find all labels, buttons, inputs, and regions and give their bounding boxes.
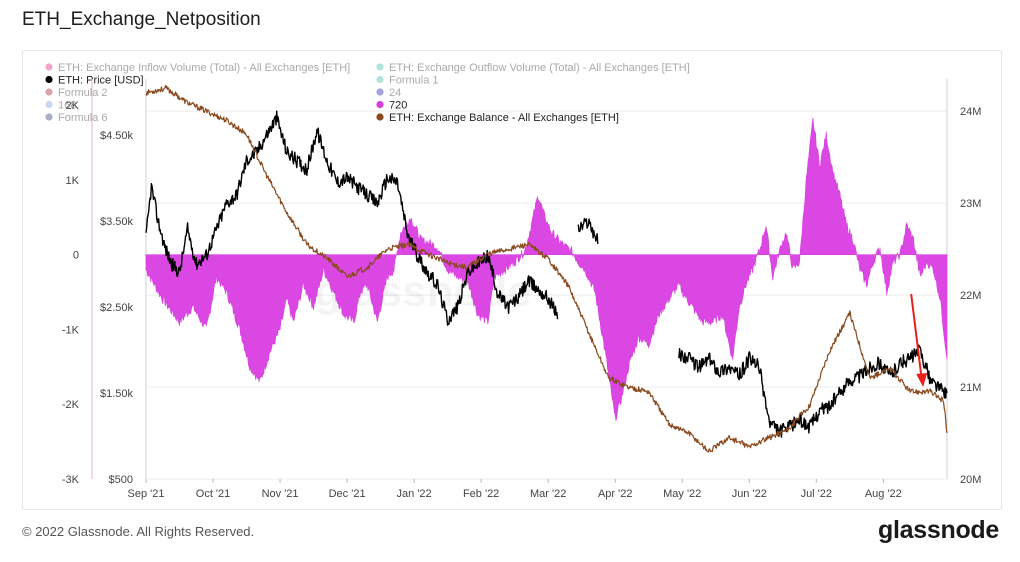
brand-logo: glassnode: [878, 516, 999, 544]
series-area-720: [145, 117, 948, 421]
price-axis-tick-label: $3.50k: [100, 216, 134, 228]
left-axis-tick-label: -1K: [62, 324, 80, 336]
chart-svg: ETH: Exchange Inflow Volume (Total) - Al…: [45, 62, 982, 500]
left-axis-tick-label: 0: [73, 250, 79, 262]
x-axis-tick-label: Aug '22: [865, 488, 902, 500]
annotation-arrow-head: [916, 373, 928, 388]
legend-label: ETH: Exchange Inflow Volume (Total) - Al…: [58, 62, 350, 74]
right-axis-tick-label: 21M: [960, 382, 981, 394]
page-title: ETH_Exchange_Netposition: [22, 9, 261, 30]
x-axis-tick-label: May '22: [663, 488, 701, 500]
x-axis-tick-label: Apr '22: [598, 488, 633, 500]
x-axis-tick-label: Oct '21: [196, 488, 231, 500]
axes: 2K 1K 0 -1K -2K -3K $4.50k $3.50k $2.50k $1.50k $5…: [62, 100, 982, 500]
x-axis-tick-label: Jan '22: [397, 488, 432, 500]
x-axis-tick-label: Nov '21: [262, 488, 299, 500]
right-axis-tick-label: 20M: [960, 474, 981, 486]
legend-label: Formula 1: [389, 75, 439, 87]
legend-label: ETH: Price [USD]: [58, 75, 144, 87]
annotation: [910, 293, 928, 388]
price-axis-tick-label: $1.50k: [100, 388, 134, 400]
series: [145, 85, 948, 453]
legend-marker: [376, 113, 384, 121]
legend-label: 168: [58, 100, 76, 112]
chart-panel: ETH: Exchange Inflow Volume (Total) - Al…: [22, 50, 1002, 510]
legend-label: 24: [389, 87, 401, 99]
left-axis-tick-label: 2K: [66, 100, 80, 112]
price-axis-tick-label: $4.50k: [100, 130, 134, 142]
left-axis-tick-label: 1K: [66, 175, 80, 187]
x-axis-tick-label: Sep '21: [128, 488, 165, 500]
right-axis-tick-label: 22M: [960, 290, 981, 302]
legend-marker: [45, 113, 53, 121]
right-axis-tick-label: 24M: [960, 106, 981, 118]
legend-marker: [376, 100, 384, 109]
price-axis-tick-label: $2.50k: [100, 302, 134, 314]
x-axis-tick-label: Jun '22: [732, 488, 767, 500]
legend-marker: [45, 88, 53, 96]
legend-label: Formula 2: [58, 87, 108, 99]
legend-label: 720: [389, 100, 407, 112]
series-line-eth-price: [145, 110, 948, 438]
right-axis-tick-label: 23M: [960, 198, 981, 210]
legend-marker: [45, 100, 53, 109]
legend-marker: [376, 63, 384, 71]
price-axis-tick-label: $500: [109, 474, 133, 486]
legend-marker: [376, 75, 384, 84]
legend-marker: [376, 88, 384, 96]
legend-label: ETH: Exchange Balance - All Exchanges [E…: [389, 112, 619, 124]
legend-label: Formula 6: [58, 112, 108, 124]
copyright-text: © 2022 Glassnode. All Rights Reserved.: [22, 524, 255, 539]
x-axis-tick-label: Jul '22: [801, 488, 832, 500]
x-axis-tick-label: Mar '22: [530, 488, 566, 500]
annotation-arrow-shaft: [910, 293, 924, 384]
x-axis-tick-label: Feb '22: [463, 488, 499, 500]
x-axis-tick-label: Dec '21: [329, 488, 366, 500]
left-axis-tick-label: -2K: [62, 399, 80, 411]
legend: ETH: Exchange Inflow Volume (Total) - Al…: [45, 62, 690, 124]
series-line-exchange-balance: [145, 85, 948, 453]
legend-marker: [45, 63, 53, 71]
legend-label: ETH: Exchange Outflow Volume (Total) - A…: [389, 62, 690, 74]
left-axis-tick-label: -3K: [62, 474, 80, 486]
grid: [91, 79, 948, 480]
legend-marker: [45, 75, 53, 84]
